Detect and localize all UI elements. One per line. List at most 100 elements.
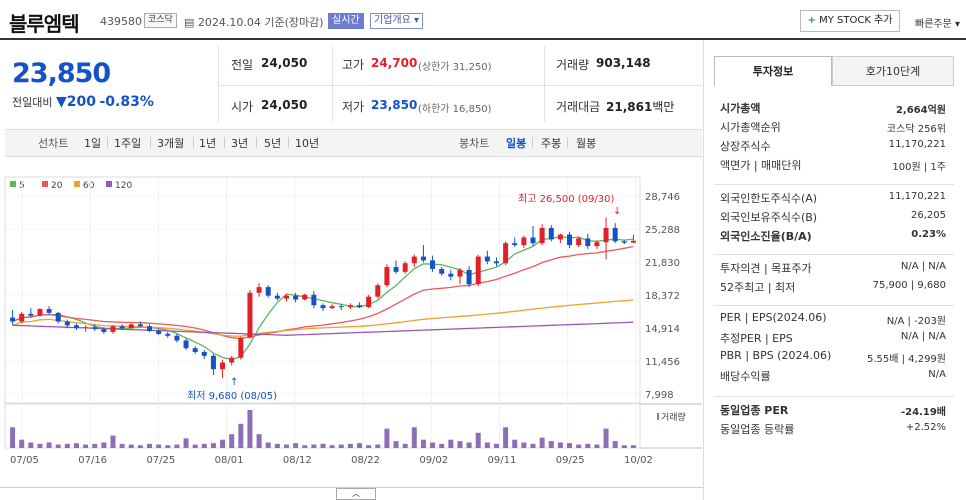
- candle-body: [320, 305, 326, 309]
- invest-info-panel: [703, 40, 966, 500]
- company-overview-button[interactable]: 기업개요 ▾: [370, 13, 424, 29]
- candle-body: [503, 243, 509, 264]
- change-label: 전일대비: [12, 96, 53, 109]
- period-1y[interactable]: 1년: [199, 137, 217, 150]
- invest-label: 투자의견 | 목표주가: [720, 262, 812, 275]
- candle-body: [530, 237, 536, 244]
- candle-body: [521, 237, 527, 246]
- period-1w[interactable]: 1주일: [114, 137, 142, 150]
- invest-value: 코스닥 256위: [886, 124, 946, 135]
- divider: [218, 85, 702, 86]
- volume-bar: [247, 410, 253, 448]
- invest-label: 배당수익률: [720, 370, 771, 383]
- invest-value: N/A | N/A: [900, 331, 946, 342]
- candle-body: [156, 330, 162, 334]
- volume-bar: [384, 428, 390, 448]
- date-label: 2024.10.04 기준(장마감): [197, 16, 324, 29]
- low-label: 저가: [342, 100, 365, 114]
- candle-body: [46, 309, 52, 313]
- volume-bar: [347, 443, 353, 448]
- volume-bar: [137, 445, 143, 448]
- candle-body: [384, 267, 390, 286]
- realtime-button[interactable]: 실시간: [328, 13, 364, 29]
- candlestick-chart[interactable]: 52060120 거래량 28,74625,28821,83018,37214,…: [0, 160, 702, 486]
- separator: [224, 137, 225, 148]
- candle-body: [475, 256, 481, 285]
- tab-invest-info[interactable]: 투자정보: [714, 56, 832, 86]
- down-arrow-icon: ▼: [55, 94, 67, 110]
- x-tick-label: 07/16: [78, 455, 107, 466]
- legend-label: 120: [115, 181, 132, 191]
- candle-body: [457, 269, 463, 277]
- candle-chart-button[interactable]: 봉차트: [459, 137, 490, 150]
- chevron-up-icon[interactable]: ︿: [336, 488, 376, 500]
- invest-label: 52주최고 | 최저: [720, 281, 796, 294]
- candle-body: [238, 337, 244, 358]
- volume-bar: [466, 442, 472, 448]
- mystock-add-button[interactable]: + MY STOCK 추가: [800, 10, 900, 32]
- candle-body: [28, 313, 34, 316]
- separator: [150, 137, 151, 148]
- line-chart-button[interactable]: 선차트: [38, 137, 69, 150]
- y-tick-label: 7,998: [645, 390, 674, 401]
- candle-body: [630, 240, 636, 243]
- invest-label: 추정PER | EPS: [720, 332, 793, 345]
- candle-body: [283, 295, 289, 299]
- divider: [332, 46, 333, 122]
- ma-line-120: [12, 321, 634, 336]
- candle-daily[interactable]: 일봉: [506, 137, 527, 150]
- volume-bar: [493, 443, 499, 448]
- volume-frame: [4, 403, 641, 449]
- period-3y[interactable]: 3년: [231, 137, 249, 150]
- row-separator: [714, 396, 954, 397]
- candle-body: [192, 348, 198, 352]
- ma-line-20: [12, 245, 634, 340]
- invest-label: PBR | BPS (2024.06): [720, 349, 832, 362]
- candle-body: [101, 329, 107, 332]
- period-5y[interactable]: 5년: [264, 137, 282, 150]
- invest-value: 2,664억원: [895, 105, 946, 116]
- candle-weekly[interactable]: 주봉: [541, 137, 562, 150]
- quick-order-button[interactable]: 빠른주문 ▾: [915, 15, 960, 30]
- invest-value: +2.52%: [905, 422, 946, 433]
- candle-body: [539, 227, 545, 244]
- tab-orderbook-10[interactable]: 호가10단계: [832, 56, 954, 86]
- legend-swatch: [42, 181, 48, 187]
- volume-bar: [55, 444, 61, 448]
- invest-value: N/A | -203원: [886, 316, 946, 327]
- upper-limit: (상한가 31,250): [418, 62, 492, 73]
- volume-bar: [448, 439, 454, 448]
- period-3m[interactable]: 3개월: [157, 137, 185, 150]
- candle-monthly[interactable]: 월봉: [576, 137, 597, 150]
- candle-body: [229, 357, 235, 363]
- candle-body: [110, 326, 116, 332]
- period-1d[interactable]: 1일: [84, 137, 102, 150]
- volume-bar: [576, 444, 582, 448]
- x-tick-label: 08/01: [215, 455, 244, 466]
- x-tick-label: 09/25: [556, 455, 585, 466]
- market-badge: 코스닥: [144, 13, 177, 28]
- stock-name: 블루엠텍: [9, 12, 80, 36]
- high-arrow-icon: ↓: [613, 206, 621, 217]
- candle-body: [576, 238, 582, 246]
- volume-bar: [229, 434, 235, 448]
- candle-body: [493, 261, 499, 264]
- divider: [0, 487, 703, 488]
- ma-line-5: [12, 235, 634, 361]
- volume-bar: [183, 438, 189, 448]
- volume-bar: [594, 444, 600, 448]
- row-separator: [714, 305, 954, 306]
- invest-label: 외국인소진율(B/A): [720, 230, 812, 243]
- volume-bar: [521, 442, 527, 448]
- candle-body: [220, 362, 226, 370]
- candle-body: [293, 295, 299, 300]
- volume-legend-swatch: [657, 413, 659, 420]
- volume-bar: [201, 443, 207, 448]
- period-10y[interactable]: 10년: [295, 137, 320, 150]
- volume-bar: [512, 439, 518, 448]
- quick-order-label: 빠른주문: [915, 19, 952, 30]
- y-tick-label: 21,830: [645, 258, 680, 269]
- candle-body: [430, 260, 436, 269]
- volume-bar: [357, 443, 363, 448]
- volume-bar: [165, 445, 171, 448]
